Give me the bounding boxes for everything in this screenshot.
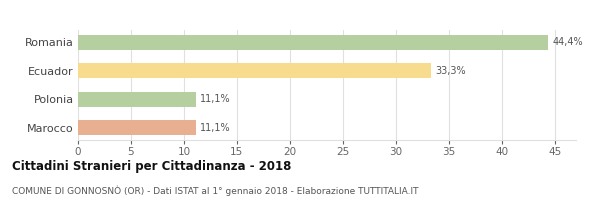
Text: 44,4%: 44,4% [553,37,583,47]
Bar [78,63,431,78]
Text: 11,1%: 11,1% [200,123,230,133]
Text: Cittadini Stranieri per Cittadinanza - 2018: Cittadini Stranieri per Cittadinanza - 2… [12,160,292,173]
Bar [78,35,548,50]
Bar [78,120,196,135]
Text: COMUNE DI GONNOSNÒ (OR) - Dati ISTAT al 1° gennaio 2018 - Elaborazione TUTTITALI: COMUNE DI GONNOSNÒ (OR) - Dati ISTAT al … [12,186,419,196]
Text: 33,3%: 33,3% [435,66,466,76]
Bar [78,92,196,107]
Text: 11,1%: 11,1% [200,94,230,104]
